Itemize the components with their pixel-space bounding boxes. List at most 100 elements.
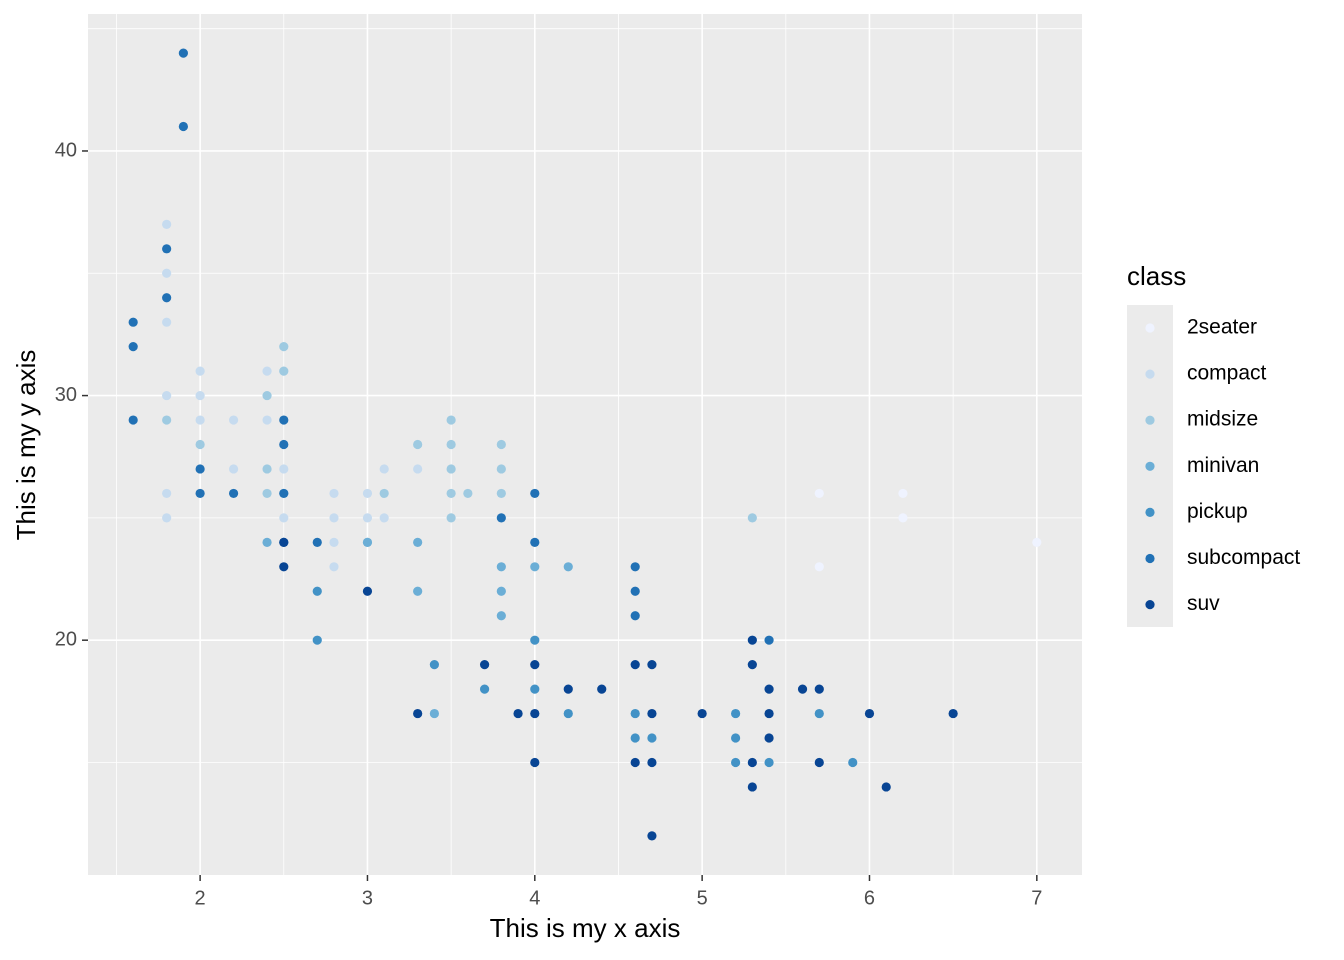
- point: [329, 513, 339, 523]
- point: [630, 586, 640, 596]
- y-tick-label: 20: [55, 628, 77, 650]
- point: [948, 708, 958, 719]
- point: [747, 660, 757, 670]
- point: [362, 488, 373, 499]
- point: [479, 660, 490, 670]
- point: [162, 317, 172, 327]
- legend-label: suv: [1187, 592, 1220, 615]
- point: [496, 488, 506, 499]
- legend-key: [1145, 415, 1155, 425]
- point: [162, 268, 172, 278]
- point: [178, 121, 188, 132]
- point: [814, 757, 824, 768]
- y-axis-title: This is my y axis: [11, 350, 41, 541]
- point: [128, 317, 138, 327]
- point: [530, 635, 540, 645]
- point: [563, 708, 573, 719]
- point: [797, 684, 808, 694]
- point: [496, 611, 506, 621]
- point: [362, 537, 373, 547]
- point: [747, 757, 757, 768]
- point: [496, 464, 506, 474]
- point: [697, 708, 707, 719]
- point: [262, 537, 272, 547]
- y-tick-label: 40: [55, 139, 77, 161]
- point: [597, 684, 607, 694]
- point: [630, 733, 640, 743]
- point: [530, 488, 540, 499]
- point: [731, 708, 741, 719]
- panel: [88, 14, 1082, 875]
- point: [162, 513, 172, 523]
- point: [764, 684, 774, 694]
- point: [446, 488, 456, 499]
- point: [446, 439, 456, 450]
- point: [279, 537, 289, 547]
- point: [1032, 537, 1042, 547]
- legend-label: minivan: [1187, 454, 1259, 477]
- point: [279, 464, 289, 474]
- point: [195, 488, 205, 499]
- point: [262, 488, 272, 499]
- point: [647, 757, 657, 768]
- point: [479, 684, 490, 694]
- point: [446, 464, 456, 474]
- point: [413, 537, 423, 547]
- point: [279, 439, 289, 450]
- point: [496, 439, 506, 450]
- point: [162, 390, 172, 401]
- point: [279, 513, 289, 523]
- legend-key: [1145, 461, 1155, 471]
- point: [747, 782, 757, 792]
- point: [279, 342, 289, 352]
- legend-label: compact: [1187, 362, 1267, 385]
- point: [530, 757, 540, 768]
- point: [362, 513, 373, 523]
- point: [747, 635, 757, 645]
- point: [446, 415, 456, 425]
- point: [262, 366, 272, 376]
- point: [262, 390, 272, 401]
- point: [195, 390, 205, 401]
- point: [530, 708, 540, 719]
- point: [429, 708, 439, 719]
- point: [279, 488, 289, 499]
- point: [413, 439, 423, 450]
- point: [279, 415, 289, 425]
- point: [312, 586, 322, 596]
- point: [496, 586, 506, 596]
- point: [647, 733, 657, 743]
- point: [764, 733, 774, 743]
- point: [379, 488, 389, 499]
- legend-key: [1145, 553, 1155, 564]
- point: [630, 562, 640, 572]
- point: [814, 708, 824, 719]
- point: [731, 733, 741, 743]
- legend-label: subcompact: [1187, 546, 1300, 569]
- point: [178, 48, 188, 58]
- point: [647, 831, 657, 841]
- point: [379, 513, 389, 523]
- legend-label: 2seater: [1187, 316, 1257, 339]
- point: [496, 513, 506, 523]
- point: [162, 415, 172, 425]
- point: [429, 660, 439, 670]
- point: [128, 342, 138, 352]
- point: [563, 684, 573, 694]
- x-axis-title: This is my x axis: [490, 913, 681, 943]
- point: [864, 708, 875, 719]
- point: [563, 562, 573, 572]
- point: [747, 513, 757, 523]
- point: [362, 586, 373, 596]
- point: [329, 562, 339, 572]
- point: [530, 684, 540, 694]
- point: [262, 415, 272, 425]
- point: [764, 708, 774, 719]
- point: [848, 757, 858, 768]
- point: [413, 464, 423, 474]
- point: [446, 513, 456, 523]
- point: [312, 635, 322, 645]
- point: [228, 415, 239, 425]
